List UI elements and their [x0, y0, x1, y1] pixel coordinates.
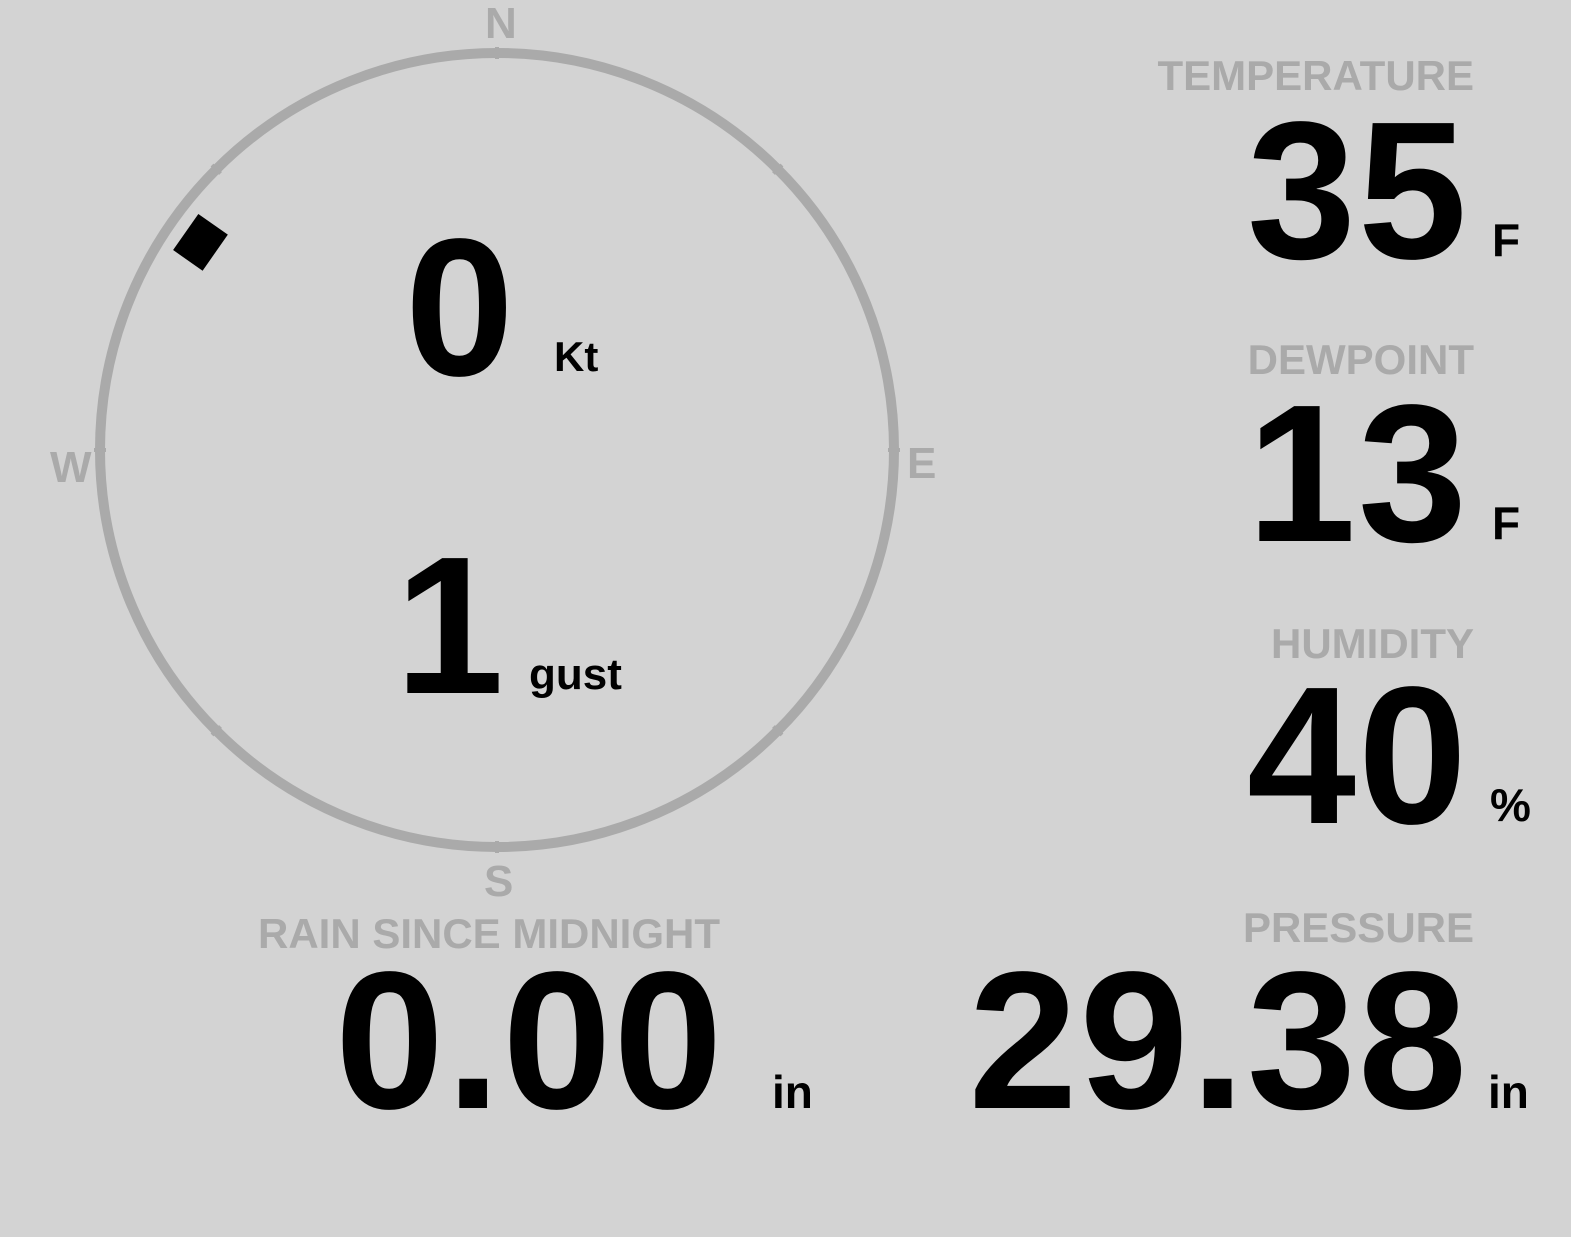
temperature-label: TEMPERATURE — [1157, 52, 1474, 99]
wind-direction-marker — [173, 214, 228, 271]
dewpoint-unit: F — [1492, 497, 1521, 549]
wind-speed-unit: Kt — [554, 333, 599, 380]
compass-tick — [772, 163, 784, 175]
cardinal-w: W — [50, 443, 92, 492]
temperature-unit: F — [1492, 214, 1521, 266]
humidity-label: HUMIDITY — [1271, 620, 1474, 667]
compass-tick — [772, 725, 784, 737]
wind-gust-value: 1 — [395, 516, 507, 735]
humidity-value: 40 — [1246, 646, 1469, 865]
rain-unit: in — [772, 1066, 813, 1118]
compass-ticks — [94, 47, 900, 853]
wind-gust-unit: gust — [529, 650, 622, 699]
cardinal-n: N — [485, 0, 517, 48]
wind-speed-value: 0 — [405, 198, 517, 417]
pressure-unit: in — [1488, 1066, 1529, 1118]
dewpoint-value: 13 — [1246, 364, 1469, 583]
cardinal-s: S — [484, 857, 514, 906]
humidity-unit: % — [1490, 779, 1531, 831]
rain-value: 0.00 — [335, 931, 725, 1150]
pressure-value: 29.38 — [968, 931, 1469, 1150]
pressure-label: PRESSURE — [1242, 904, 1474, 951]
cardinal-e: E — [907, 439, 937, 488]
compass-tick — [210, 725, 222, 737]
compass-tick — [210, 163, 222, 175]
rain-label: RAIN SINCE MIDNIGHT — [258, 910, 720, 957]
temperature-value: 35 — [1246, 81, 1469, 300]
dewpoint-label: DEWPOINT — [1247, 336, 1474, 383]
